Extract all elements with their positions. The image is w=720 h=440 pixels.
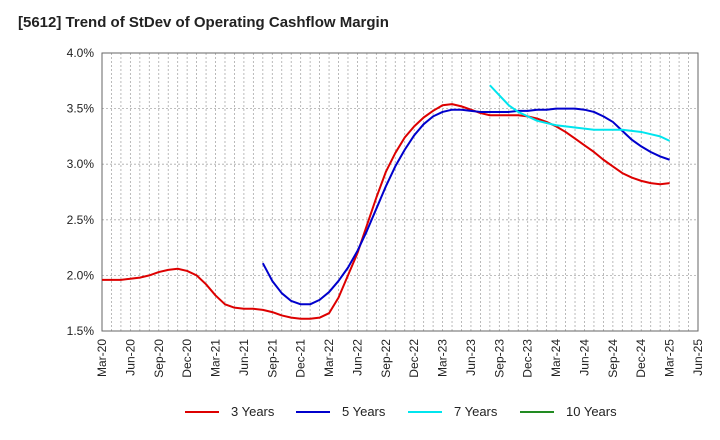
legend-label: 7 Years xyxy=(454,404,498,419)
x-tick-label: Mar-25 xyxy=(663,339,677,377)
x-tick-label: Dec-21 xyxy=(294,339,308,378)
x-tick-label: Jun-24 xyxy=(577,339,591,376)
x-tick-label: Dec-20 xyxy=(180,339,194,378)
x-tick-label: Jun-20 xyxy=(123,339,137,376)
legend-swatch xyxy=(408,410,442,413)
legend-swatch xyxy=(520,410,554,413)
y-tick-label: 1.5% xyxy=(67,324,95,338)
series-line-7-years xyxy=(489,84,671,142)
legend-label: 10 Years xyxy=(566,404,617,419)
x-tick-label: Dec-24 xyxy=(634,339,648,378)
x-tick-label: Jun-21 xyxy=(237,339,251,376)
x-tick-label: Sep-23 xyxy=(492,339,506,378)
x-tick-label: Sep-21 xyxy=(265,339,279,378)
legend-swatch xyxy=(185,410,219,413)
x-tick-label: Dec-22 xyxy=(407,339,421,378)
y-tick-label: 2.5% xyxy=(67,213,95,227)
x-tick-label: Sep-22 xyxy=(379,339,393,378)
plot-area xyxy=(102,53,698,331)
x-tick-label: Mar-21 xyxy=(209,339,223,377)
plot-border xyxy=(101,52,699,332)
legend-item-5-years: 5 Years xyxy=(296,404,385,419)
x-tick-label: Jun-23 xyxy=(464,339,478,376)
legend-label: 5 Years xyxy=(342,404,386,419)
y-tick-label: 2.0% xyxy=(67,268,95,282)
series-line-5-years xyxy=(261,107,670,306)
x-tick-label: Sep-20 xyxy=(152,339,166,378)
x-tick-label: Mar-22 xyxy=(322,339,336,377)
y-tick-label: 3.0% xyxy=(67,157,95,171)
legend-item-3-years: 3 Years xyxy=(185,404,274,419)
y-tick-label: 4.0% xyxy=(67,46,95,60)
chart-title: [5612] Trend of StDev of Operating Cashf… xyxy=(18,14,389,31)
y-tick-label: 3.5% xyxy=(67,102,95,116)
series-line-3-years xyxy=(102,103,670,320)
x-tick-label: Mar-20 xyxy=(95,339,109,377)
legend-label: 3 Years xyxy=(231,404,275,419)
x-tick-label: Mar-23 xyxy=(436,339,450,377)
chart-legend: 3 Years 5 Years 7 Years 10 Years xyxy=(0,404,720,426)
legend-item-10-years: 10 Years xyxy=(520,404,617,419)
legend-item-7-years: 7 Years xyxy=(408,404,497,419)
x-tick-label: Jun-22 xyxy=(350,339,364,376)
x-tick-label: Dec-23 xyxy=(521,339,535,378)
legend-swatch xyxy=(296,410,330,413)
x-tick-label: Sep-24 xyxy=(606,339,620,378)
x-tick-label: Mar-24 xyxy=(549,339,563,377)
x-tick-label: Jun-25 xyxy=(691,339,705,376)
